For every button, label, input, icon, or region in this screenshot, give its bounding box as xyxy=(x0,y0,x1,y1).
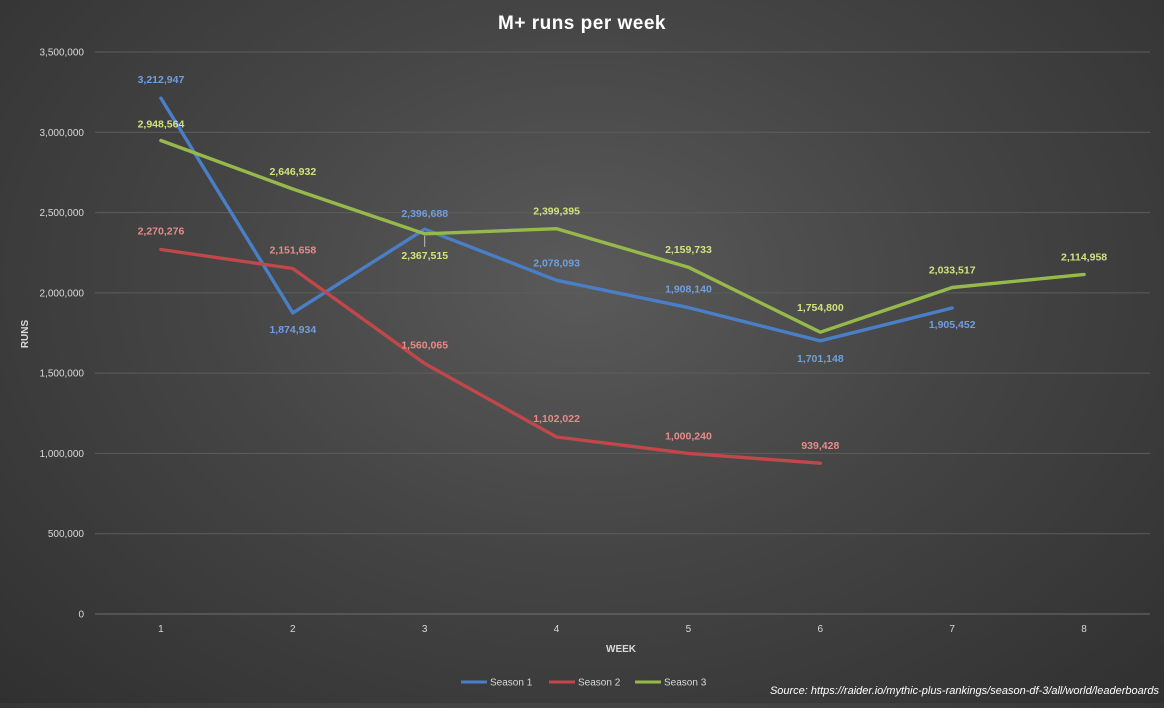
chart-title: M+ runs per week xyxy=(498,13,666,34)
x-axis-title: WEEK xyxy=(606,644,637,655)
season-2-data-label: 2,270,276 xyxy=(138,225,185,237)
season-1-data-label: 1,701,148 xyxy=(797,353,844,365)
x-tick-label: 1 xyxy=(158,624,164,635)
season-3-data-label: 2,159,733 xyxy=(665,244,712,256)
season-1-data-label: 2,396,688 xyxy=(401,208,448,220)
season-3-line xyxy=(159,138,1086,334)
y-tick-label: 3,000,000 xyxy=(40,128,85,139)
season-2-data-label: 1,560,065 xyxy=(401,339,448,351)
x-tick-label: 6 xyxy=(818,624,824,635)
season-3-data-label: 2,114,958 xyxy=(1061,251,1107,263)
y-tick-label: 2,500,000 xyxy=(40,208,85,219)
season-1-data-label: 2,078,093 xyxy=(533,257,580,269)
season-3-data-label: 1,754,800 xyxy=(797,302,844,314)
y-tick-label: 500,000 xyxy=(48,529,85,540)
source-note: Source: https://raider.io/mythic-plus-ra… xyxy=(770,685,1160,697)
series-lines xyxy=(159,96,1086,465)
gridlines xyxy=(95,51,1150,615)
x-tick-label: 3 xyxy=(422,624,428,635)
x-tick-label: 5 xyxy=(686,624,692,635)
x-tick-label: 2 xyxy=(290,624,296,635)
season-3-data-label: 2,948,564 xyxy=(138,119,185,131)
y-axis-title: RUNS xyxy=(20,320,31,349)
legend-label-season-2: Season 2 xyxy=(578,678,621,689)
legend: Season 1 Season 2 Season 3 xyxy=(461,678,707,689)
season-2-data-label: 2,151,658 xyxy=(269,245,316,257)
season-2-data-label: 1,000,240 xyxy=(665,430,712,442)
season-1-data-label: 1,874,934 xyxy=(269,324,316,336)
x-tick-label: 7 xyxy=(949,624,955,635)
season-1-line xyxy=(159,96,954,343)
y-tick-label: 2,000,000 xyxy=(40,288,85,299)
season-3-data-label: 2,033,517 xyxy=(929,264,976,276)
y-tick-label: 3,500,000 xyxy=(40,48,85,59)
y-tick-label: 0 xyxy=(78,610,84,621)
season-2-data-label: 939,428 xyxy=(801,440,839,452)
season-1-data-label: 1,905,452 xyxy=(929,319,976,331)
x-tick-label: 4 xyxy=(554,624,560,635)
x-tick-label: 8 xyxy=(1081,624,1087,635)
y-tick-label: 1,000,000 xyxy=(40,449,85,460)
x-axis-ticks: 1 2 3 4 5 6 7 8 xyxy=(158,624,1087,635)
season-2-data-label: 1,102,022 xyxy=(533,413,580,425)
season-1-data-label: 3,212,947 xyxy=(138,74,185,86)
season-1-data-label: 1,908,140 xyxy=(665,284,712,296)
legend-label-season-3: Season 3 xyxy=(664,678,707,689)
season-3-data-label: 2,399,395 xyxy=(533,206,580,218)
legend-label-season-1: Season 1 xyxy=(490,678,533,689)
data-labels: 3,212,947 1,874,934 2,396,688 2,078,093 1,90… xyxy=(138,74,1108,452)
y-tick-label: 1,500,000 xyxy=(40,369,85,380)
season-2-line xyxy=(159,247,822,465)
season-3-data-label: 2,367,515 xyxy=(401,250,448,262)
y-axis-ticks: 0 500,000 1,000,000 1,500,000 2,000,000 2,500… xyxy=(40,48,85,621)
season-3-data-label: 2,646,932 xyxy=(269,166,316,178)
